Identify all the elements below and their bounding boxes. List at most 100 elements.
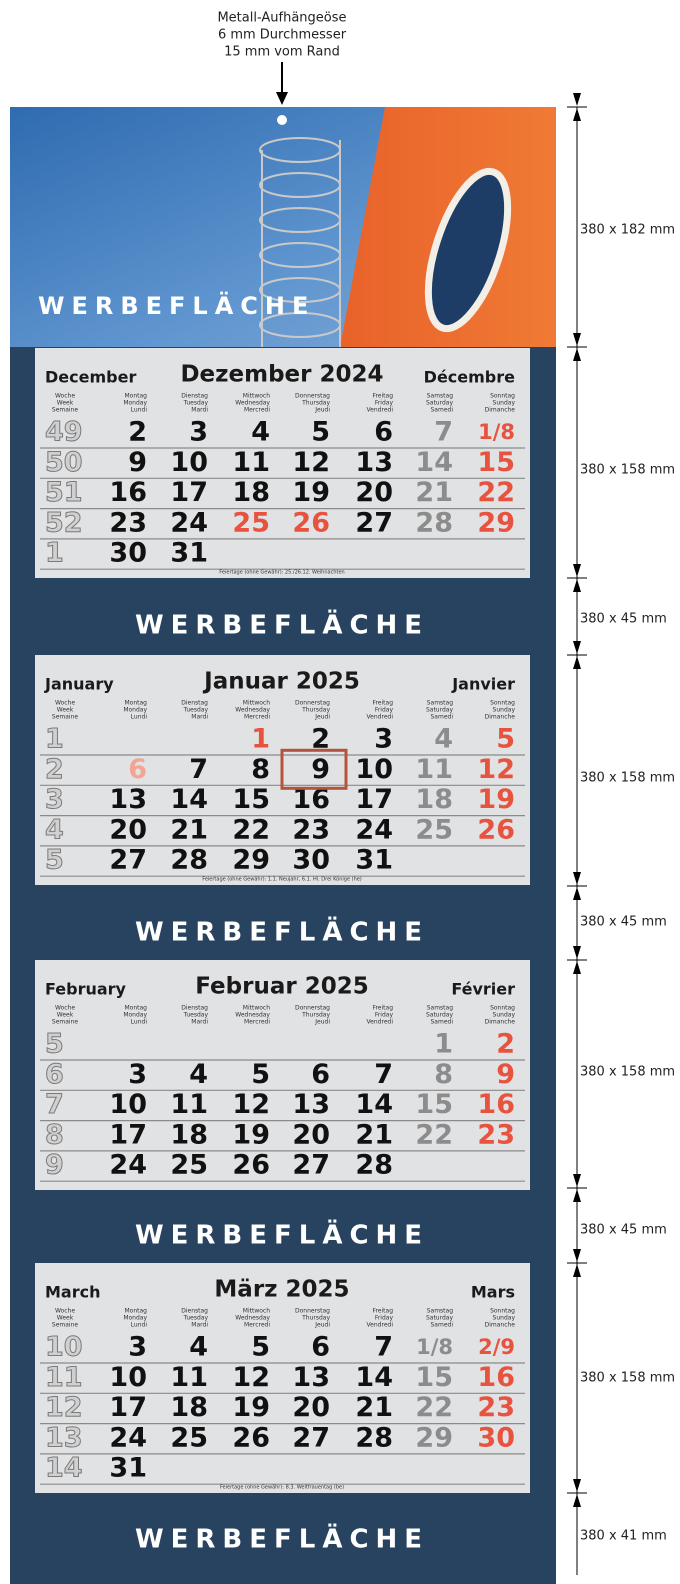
week-number: 3 bbox=[45, 784, 64, 815]
day-number: 21 bbox=[355, 1392, 393, 1423]
weekday-header: Samstag bbox=[427, 393, 453, 400]
day-number: 20 bbox=[292, 1119, 330, 1150]
dimension-arrow bbox=[573, 946, 581, 959]
weekday-header: Donnerstag bbox=[295, 393, 330, 400]
weekday-header: Semaine bbox=[52, 407, 78, 414]
day-number: 25 bbox=[232, 507, 270, 538]
day-number: 11 bbox=[170, 1089, 208, 1120]
weekday-header: Tuesday bbox=[183, 1012, 209, 1019]
week-number: 11 bbox=[45, 1362, 83, 1393]
weekday-header: Woche bbox=[55, 1005, 75, 1012]
day-number: 29 bbox=[232, 845, 270, 876]
weekday-header: Sonntag bbox=[490, 393, 515, 400]
day-number: 16 bbox=[477, 1089, 515, 1120]
weekday-header: Sonntag bbox=[490, 1005, 515, 1012]
weekday-header: Freitag bbox=[372, 1308, 393, 1315]
dimension-arrow bbox=[573, 1189, 581, 1202]
month-title: März 2025 bbox=[214, 1277, 349, 1303]
weekday-header: Samedi bbox=[431, 407, 454, 414]
day-number: 28 bbox=[415, 507, 453, 538]
dimension-arrow bbox=[573, 564, 581, 577]
weekday-header: Jeudi bbox=[314, 1019, 330, 1026]
weekday-header: Week bbox=[57, 1315, 74, 1322]
week-number: 5 bbox=[45, 845, 64, 876]
month-english: March bbox=[45, 1283, 100, 1302]
weekday-header: Sonntag bbox=[490, 700, 515, 707]
hanger-note: 15 mm vom Rand bbox=[224, 45, 340, 60]
day-number: 8 bbox=[251, 754, 270, 785]
dimension-label: 380 x 45 mm bbox=[580, 1223, 667, 1238]
weekday-header: Montag bbox=[125, 1308, 148, 1315]
dimension-arrow bbox=[573, 1174, 581, 1187]
dimension-arrow bbox=[573, 656, 581, 669]
weekday-header: Samedi bbox=[431, 714, 454, 721]
weekday-header: Lundi bbox=[131, 1019, 148, 1026]
day-number: 4 bbox=[189, 1059, 208, 1090]
day-number: 31 bbox=[355, 845, 393, 876]
day-number: 16 bbox=[109, 477, 147, 508]
day-number: 3 bbox=[128, 1332, 147, 1363]
day-number: 17 bbox=[170, 477, 208, 508]
weekday-header: Mercredi bbox=[244, 1322, 270, 1329]
dimension-arrow bbox=[573, 333, 581, 346]
month-french: Mars bbox=[471, 1283, 515, 1302]
weekday-header: Sunday bbox=[493, 400, 516, 407]
weekday-header: Mardi bbox=[191, 1019, 208, 1026]
day-number: 13 bbox=[292, 1089, 330, 1120]
weekday-header: Monday bbox=[123, 1315, 147, 1322]
weekday-header: Freitag bbox=[372, 700, 393, 707]
dimension-arrow bbox=[573, 961, 581, 974]
weekday-header: Saturday bbox=[426, 707, 453, 714]
ad-label: WERBEFLÄCHE bbox=[38, 291, 315, 320]
dimension-arrow bbox=[573, 579, 581, 592]
calendar-sheet: Metall-Aufhängeöse6 mm Durchmesser15 mm … bbox=[0, 0, 680, 1584]
dimension-label: 380 x 158 mm bbox=[580, 463, 675, 478]
footnote: Feiertage (ohne Gewähr): 8.3. Weltfrauen… bbox=[220, 1485, 344, 1491]
day-number: 6 bbox=[374, 417, 393, 448]
day-number: 11 bbox=[232, 447, 270, 478]
weekday-header: Vendredi bbox=[367, 1322, 394, 1329]
month-title: Dezember 2024 bbox=[180, 362, 383, 388]
day-number: 9 bbox=[496, 1059, 515, 1090]
weekday-header: Sonntag bbox=[490, 1308, 515, 1315]
day-number: 25 bbox=[415, 814, 453, 845]
day-number: 22 bbox=[232, 814, 270, 845]
dimension-arrow bbox=[573, 93, 581, 106]
dimension-arrow bbox=[573, 348, 581, 361]
day-number: 16 bbox=[477, 1362, 515, 1393]
dimension-label: 380 x 182 mm bbox=[580, 223, 675, 238]
day-number: 29 bbox=[415, 1422, 453, 1453]
day-number: 8 bbox=[434, 1059, 453, 1090]
day-number: 19 bbox=[477, 784, 515, 815]
dimension-arrow bbox=[573, 872, 581, 885]
weekday-header: Dienstag bbox=[181, 700, 208, 707]
day-number: 23 bbox=[477, 1119, 515, 1150]
day-number: 14 bbox=[170, 784, 208, 815]
weekday-header: Montag bbox=[125, 393, 148, 400]
day-number: 12 bbox=[292, 447, 330, 478]
weekday-header: Mittwoch bbox=[243, 700, 270, 707]
weekday-header: Montag bbox=[125, 700, 148, 707]
day-number: 21 bbox=[415, 477, 453, 508]
week-number: 49 bbox=[45, 417, 83, 448]
dimension-label: 380 x 158 mm bbox=[580, 1065, 675, 1080]
day-number: 14 bbox=[415, 447, 453, 478]
day-number: 9 bbox=[128, 447, 147, 478]
day-number: 10 bbox=[109, 1089, 147, 1120]
day-number: 12 bbox=[232, 1362, 270, 1393]
month-french: Février bbox=[451, 980, 515, 999]
hanger-note: Metall-Aufhängeöse bbox=[217, 11, 346, 26]
day-number: 27 bbox=[292, 1150, 330, 1181]
day-number: 21 bbox=[170, 814, 208, 845]
weekday-header: Semaine bbox=[52, 1322, 78, 1329]
weekday-header: Donnerstag bbox=[295, 700, 330, 707]
weekday-header: Wednesday bbox=[235, 707, 270, 714]
dimension-label: 380 x 158 mm bbox=[580, 771, 675, 786]
weekday-header: Dienstag bbox=[181, 393, 208, 400]
ad-label: WERBEFLÄCHE bbox=[135, 1219, 429, 1251]
weekday-header: Vendredi bbox=[367, 1019, 394, 1026]
day-number: 28 bbox=[355, 1150, 393, 1181]
day-number: 2 bbox=[496, 1029, 515, 1060]
weekday-header: Jeudi bbox=[314, 407, 330, 414]
day-number: 6 bbox=[128, 754, 147, 785]
